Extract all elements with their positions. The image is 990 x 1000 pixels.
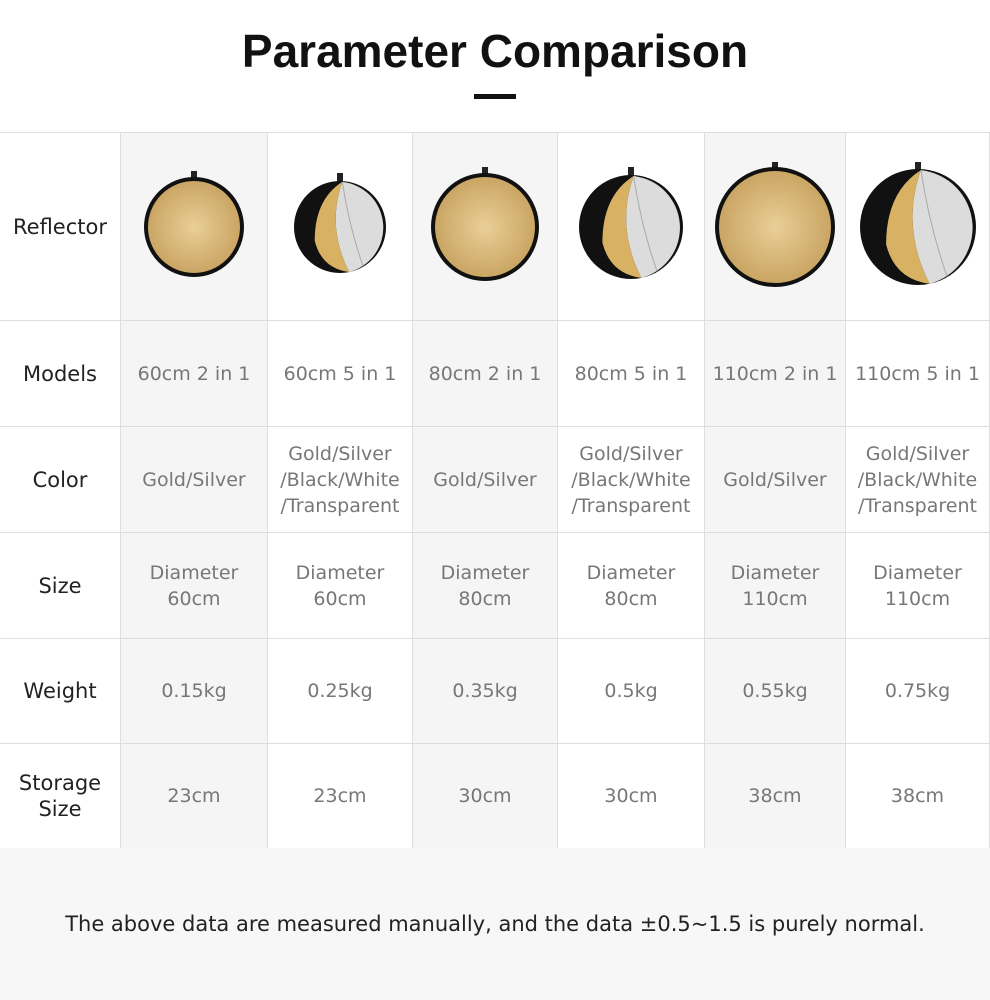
- table-cell: Diameter 60cm: [121, 533, 268, 639]
- table-cell: Diameter 110cm: [705, 533, 846, 639]
- image-cell: [705, 133, 846, 321]
- table-cell: 23cm: [268, 744, 413, 849]
- table-cell: 23cm: [121, 744, 268, 849]
- table-cell: 0.75kg: [846, 639, 990, 744]
- image-cell: [413, 133, 558, 321]
- table-cell: 0.25kg: [268, 639, 413, 744]
- reflector-image: [859, 161, 976, 285]
- image-cell: [846, 133, 990, 321]
- title-underline: [474, 94, 516, 99]
- table-cell: 80cm 2 in 1: [413, 321, 558, 427]
- table-cell: Diameter 80cm: [558, 533, 705, 639]
- comparison-table: Reflector Models 60cm 2 in 1 60cm 5 in 1 80c…: [0, 132, 990, 849]
- image-cell: [558, 133, 705, 321]
- table-cell: Diameter 80cm: [413, 533, 558, 639]
- table-cell: 110cm 2 in 1: [705, 321, 846, 427]
- table-cell: Gold/Silver /Black/White /Transparent: [846, 427, 990, 533]
- row-label: Size: [0, 533, 121, 639]
- table-cell: 60cm 2 in 1: [121, 321, 268, 427]
- reflector-image: [144, 170, 244, 277]
- table-cell: Diameter 60cm: [268, 533, 413, 639]
- table-cell: Gold/Silver: [121, 427, 268, 533]
- table-cell: Gold/Silver /Black/White /Transparent: [558, 427, 705, 533]
- table-cell: 80cm 5 in 1: [558, 321, 705, 427]
- table-cell: 38cm: [705, 744, 846, 849]
- table-cell: 0.35kg: [413, 639, 558, 744]
- table-cell: 30cm: [413, 744, 558, 849]
- row-label: Reflector: [0, 133, 121, 321]
- table-cell: Diameter 110cm: [846, 533, 990, 639]
- table-cell: 110cm 5 in 1: [846, 321, 990, 427]
- table-cell: 30cm: [558, 744, 705, 849]
- table-cell: 0.5kg: [558, 639, 705, 744]
- title: Parameter Comparison: [241, 25, 749, 77]
- table-cell: Gold/Silver: [705, 427, 846, 533]
- reflector-image: [294, 172, 386, 273]
- row-label: Color: [0, 427, 121, 533]
- reflector-image: [579, 166, 683, 279]
- table-cell: 60cm 5 in 1: [268, 321, 413, 427]
- table-cell: 0.55kg: [705, 639, 846, 744]
- row-label: Models: [0, 321, 121, 427]
- table-cell: Gold/Silver: [413, 427, 558, 533]
- table-cell: 0.15kg: [121, 639, 268, 744]
- reflector-image: [431, 166, 539, 281]
- image-cell: [268, 133, 413, 321]
- row-label: Storage Size: [0, 744, 121, 849]
- table-cell: Gold/Silver /Black/White /Transparent: [268, 427, 413, 533]
- table-cell: 38cm: [846, 744, 990, 849]
- row-label: Weight: [0, 639, 121, 744]
- image-cell: [121, 133, 268, 321]
- footer-note: The above data are measured manually, an…: [0, 848, 990, 1000]
- reflector-image: [715, 161, 835, 287]
